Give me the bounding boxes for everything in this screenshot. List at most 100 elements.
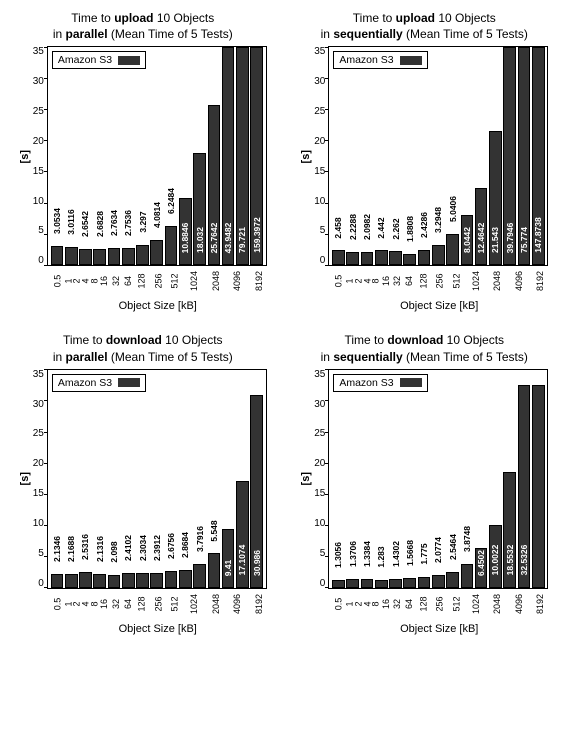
bar-value-label: 3.7916	[195, 526, 205, 552]
bar-value-label: 2.4286	[419, 212, 429, 238]
bar-fill	[389, 251, 402, 265]
bar-fill	[79, 249, 92, 266]
y-tick: 10	[33, 196, 44, 207]
bar: 18.032	[193, 153, 206, 265]
legend: Amazon S3	[52, 374, 146, 392]
legend: Amazon S3	[333, 51, 427, 69]
chart-title: Time to upload 10 Objectsin sequentially…	[321, 10, 528, 42]
bar-fill	[65, 574, 78, 588]
bar: 4.0814	[150, 240, 163, 265]
x-axis-indent: 0.512481632641282565121024204840968192Ob…	[14, 589, 272, 635]
bar: 10.8846	[179, 198, 192, 266]
bar-fill	[179, 570, 192, 588]
bar: 2.262	[389, 251, 402, 265]
bar: 159.3972	[250, 47, 263, 265]
bar-fill	[346, 252, 359, 266]
y-tick: 10	[314, 196, 325, 207]
bar-value-label: 1.3056	[333, 542, 343, 568]
bar: 2.5464	[446, 572, 459, 588]
bar-fill	[475, 548, 488, 588]
bar-value-label: 3.0116	[66, 209, 76, 235]
bar-value-label: 1.4302	[391, 541, 401, 567]
bar: 2.1346	[51, 574, 64, 587]
chart-wrap: [s]35302520151050Amazon S33.05343.01162.…	[19, 46, 267, 266]
y-tick: 20	[33, 458, 44, 469]
bar: 1.775	[418, 577, 431, 588]
bar: 43.9482	[222, 47, 235, 265]
bar-fill	[432, 575, 445, 588]
chart-title: Time to upload 10 Objectsin parallel (Me…	[53, 10, 233, 42]
bar: 2.6542	[79, 249, 92, 266]
bar: 2.4286	[418, 250, 431, 265]
bar-fill	[432, 245, 445, 266]
bar: 1.3384	[361, 579, 374, 587]
bar-fill	[122, 248, 135, 265]
bar-fill	[136, 573, 149, 587]
bar: 1.3056	[332, 580, 345, 588]
bar-fill	[461, 215, 474, 265]
chart-grid: Time to upload 10 Objectsin parallel (Me…	[10, 10, 557, 635]
x-tick: 8192	[527, 271, 553, 291]
bar: 2.6828	[93, 249, 106, 266]
bar-fill	[193, 564, 206, 588]
bar-fill	[193, 153, 206, 265]
x-axis-indent: 0.512481632641282565121024204840968192Ob…	[14, 266, 272, 312]
legend-label: Amazon S3	[339, 377, 393, 389]
bar-value-label: 2.1316	[95, 536, 105, 562]
x-axis-label: Object Size [kB]	[329, 300, 549, 312]
bar: 3.0116	[65, 247, 78, 266]
legend: Amazon S3	[333, 374, 427, 392]
bar: 2.1316	[93, 574, 106, 587]
bar-value-label: 2.1346	[52, 536, 62, 562]
bar-fill	[461, 564, 474, 588]
y-tick: 5	[38, 548, 44, 559]
bar: 6.4502	[475, 548, 488, 588]
bar-fill	[532, 385, 545, 588]
legend-swatch	[400, 56, 422, 65]
bar-fill	[236, 47, 249, 265]
bar: 17.1074	[236, 481, 249, 588]
bar-value-label: 2.4102	[123, 535, 133, 561]
y-tick: 35	[33, 369, 44, 380]
bar-value-label: 1.5668	[405, 540, 415, 566]
y-tick: 5	[320, 548, 326, 559]
bar-value-label: 1.8808	[405, 216, 415, 242]
panel-download-sequential: Time to download 10 Objectsin sequential…	[292, 332, 558, 634]
bar-fill	[375, 250, 388, 265]
bar-value-label: 1.3706	[348, 541, 358, 567]
y-tick: 15	[33, 166, 44, 177]
bar: 2.3912	[150, 573, 163, 588]
bar-fill	[222, 47, 235, 265]
y-axis-label: [s]	[300, 150, 312, 163]
y-tick: 30	[314, 76, 325, 87]
x-axis-indent: 0.512481632641282565121024204840968192 Ob…	[295, 266, 553, 312]
bar-value-label: 2.0774	[433, 537, 443, 563]
bar-value-label: 3.8748	[462, 526, 472, 552]
y-axis-label: [s]	[300, 472, 312, 485]
bar: 2.0982	[361, 252, 374, 265]
plot-area: Amazon S33.05343.01162.65422.68282.76342…	[47, 46, 267, 266]
bar-value-label: 5.0406	[448, 196, 458, 222]
y-tick: 15	[314, 488, 325, 499]
bar: 147.8738	[532, 47, 545, 265]
bar-fill	[208, 105, 221, 265]
bar: 12.4642	[475, 188, 488, 266]
bar-value-label: 2.5464	[448, 534, 458, 560]
x-tick: 8192	[527, 594, 553, 614]
y-tick: 35	[33, 46, 44, 57]
bar: 2.6756	[165, 571, 178, 588]
chart-wrap: [s]35302520151050Amazon S32.13462.16882.…	[19, 369, 267, 589]
bar: 6.2484	[165, 226, 178, 265]
bar-fill	[518, 385, 531, 588]
plot-area: Amazon S31.30561.37061.33841.2831.43021.…	[328, 369, 548, 589]
bar-fill	[165, 226, 178, 265]
x-axis-ticks: 0.512481632641282565121024204840968192	[329, 268, 553, 294]
bar-value-label: 1.3384	[362, 541, 372, 567]
bar-fill	[51, 574, 64, 587]
bar-fill	[361, 579, 374, 587]
bar-fill	[51, 246, 64, 265]
y-tick: 30	[33, 399, 44, 410]
bar: 2.442	[375, 250, 388, 265]
bar-fill	[489, 525, 502, 587]
bar-value-label: 2.7536	[123, 210, 133, 236]
